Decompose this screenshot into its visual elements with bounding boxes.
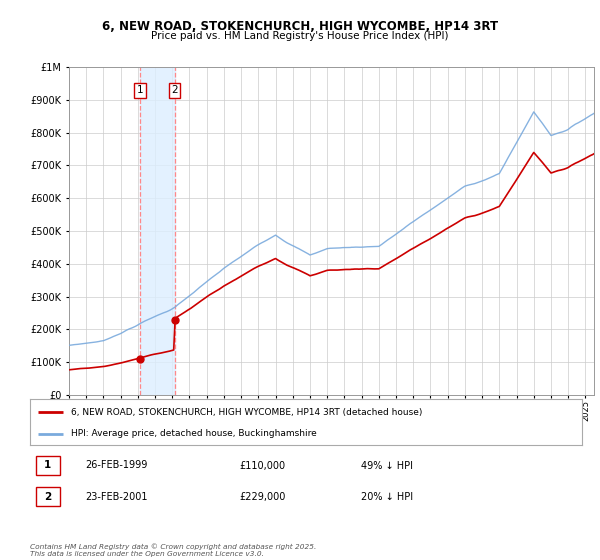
Text: Contains HM Land Registry data © Crown copyright and database right 2025.
This d: Contains HM Land Registry data © Crown c… (30, 543, 316, 557)
Text: 1: 1 (44, 460, 51, 470)
Text: Price paid vs. HM Land Registry's House Price Index (HPI): Price paid vs. HM Land Registry's House … (151, 31, 449, 41)
Text: 6, NEW ROAD, STOKENCHURCH, HIGH WYCOMBE, HP14 3RT (detached house): 6, NEW ROAD, STOKENCHURCH, HIGH WYCOMBE,… (71, 408, 423, 417)
Text: 20% ↓ HPI: 20% ↓ HPI (361, 492, 413, 502)
Text: 49% ↓ HPI: 49% ↓ HPI (361, 460, 413, 470)
Text: 6, NEW ROAD, STOKENCHURCH, HIGH WYCOMBE, HP14 3RT: 6, NEW ROAD, STOKENCHURCH, HIGH WYCOMBE,… (102, 20, 498, 32)
Text: 2: 2 (171, 85, 178, 95)
Text: 26-FEB-1999: 26-FEB-1999 (85, 460, 148, 470)
Text: 2: 2 (44, 492, 51, 502)
Text: 1: 1 (137, 85, 143, 95)
FancyBboxPatch shape (35, 456, 61, 475)
Bar (140, 67, 175, 395)
Text: 23-FEB-2001: 23-FEB-2001 (85, 492, 148, 502)
Text: HPI: Average price, detached house, Buckinghamshire: HPI: Average price, detached house, Buck… (71, 429, 317, 438)
Text: £110,000: £110,000 (240, 460, 286, 470)
Text: £229,000: £229,000 (240, 492, 286, 502)
FancyBboxPatch shape (35, 487, 61, 506)
